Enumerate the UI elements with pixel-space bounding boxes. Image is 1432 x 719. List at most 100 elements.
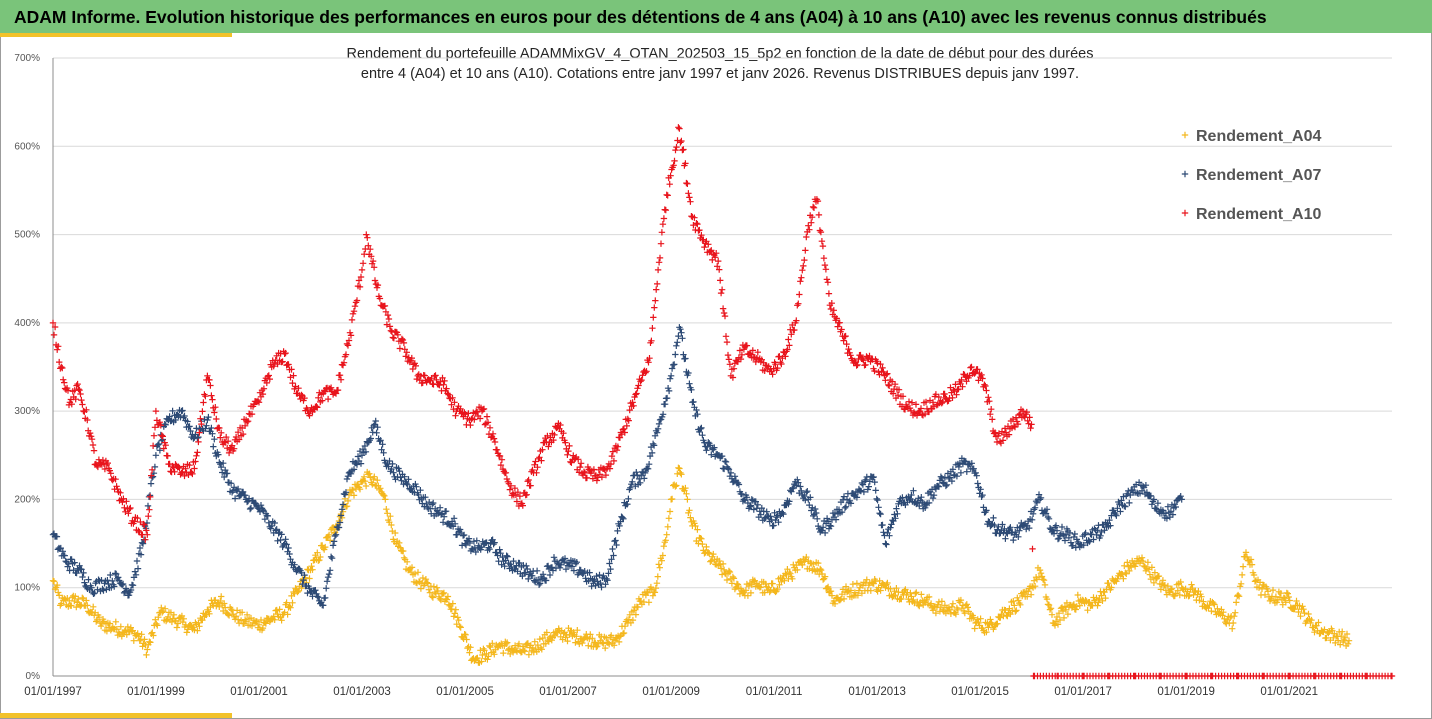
data-point <box>905 398 913 405</box>
data-point <box>939 479 947 486</box>
data-point <box>858 479 866 487</box>
data-point <box>414 569 422 576</box>
data-point <box>708 557 715 564</box>
data-point <box>781 577 788 584</box>
data-point <box>989 416 996 423</box>
data-point <box>1282 599 1289 606</box>
data-point <box>417 585 425 592</box>
data-point <box>314 593 321 600</box>
data-point <box>847 587 855 594</box>
data-point <box>415 491 422 499</box>
data-point <box>382 459 389 466</box>
data-point <box>1323 634 1330 642</box>
data-point <box>157 422 164 429</box>
data-point <box>497 461 505 469</box>
data-point <box>828 300 835 307</box>
data-point <box>675 124 682 131</box>
data-point <box>945 604 953 611</box>
data-point <box>208 392 215 399</box>
data-point <box>621 429 628 436</box>
data-point <box>780 510 787 518</box>
data-point <box>949 466 957 473</box>
data-point <box>195 438 202 446</box>
data-point <box>716 266 723 273</box>
data-point <box>399 336 407 344</box>
data-point <box>460 635 467 642</box>
data-point <box>816 227 824 234</box>
data-point <box>633 469 640 476</box>
data-point <box>359 260 367 267</box>
data-point <box>895 386 903 393</box>
data-point <box>314 549 321 556</box>
data-point <box>1264 588 1272 595</box>
data-point <box>474 654 481 662</box>
data-point <box>473 537 480 544</box>
data-point <box>146 506 153 513</box>
data-point <box>322 388 329 395</box>
data-point <box>525 476 532 484</box>
data-point <box>830 307 837 314</box>
data-point <box>1121 562 1128 569</box>
data-point <box>548 564 556 571</box>
data-point <box>523 491 530 498</box>
data-point <box>384 311 392 319</box>
data-point <box>1280 594 1287 601</box>
data-point <box>747 589 755 597</box>
data-point <box>954 606 962 613</box>
data-point <box>493 446 501 453</box>
data-point <box>139 643 146 650</box>
data-point <box>612 537 619 544</box>
data-point <box>888 521 895 528</box>
data-point <box>211 409 218 416</box>
data-point <box>271 616 278 623</box>
data-point <box>651 304 658 311</box>
data-point <box>730 365 738 372</box>
data-point <box>1151 569 1159 576</box>
data-point <box>685 190 692 197</box>
data-point <box>677 326 684 333</box>
data-point <box>1297 613 1304 620</box>
data-point <box>1016 527 1023 534</box>
data-point <box>374 424 381 431</box>
data-point <box>667 372 675 379</box>
data-point <box>840 595 848 603</box>
data-point <box>802 247 809 254</box>
data-point <box>1196 597 1203 604</box>
data-point <box>403 480 410 487</box>
data-point <box>180 615 187 622</box>
data-point <box>690 398 697 406</box>
data-point <box>1120 493 1127 500</box>
data-point <box>707 442 714 449</box>
data-point <box>105 580 112 588</box>
data-point <box>127 586 135 594</box>
data-point <box>150 432 158 439</box>
data-point <box>1286 597 1293 604</box>
data-point <box>1007 610 1014 618</box>
data-point <box>230 445 238 452</box>
data-point <box>849 581 857 588</box>
data-point <box>678 471 685 478</box>
data-point <box>587 631 594 638</box>
data-point <box>592 582 599 589</box>
data-point <box>672 146 679 154</box>
data-point <box>374 281 382 289</box>
data-point <box>825 290 833 297</box>
data-point <box>1007 524 1014 531</box>
data-point <box>174 620 182 627</box>
data-point <box>138 631 145 638</box>
data-point <box>216 459 223 466</box>
data-point <box>436 595 444 602</box>
data-point <box>498 561 505 568</box>
data-point <box>265 519 272 526</box>
data-point <box>1227 614 1234 621</box>
data-point <box>571 631 578 638</box>
data-point <box>462 411 469 418</box>
data-point <box>623 422 630 430</box>
data-point <box>778 360 785 368</box>
data-point <box>721 458 729 465</box>
data-point <box>842 332 849 340</box>
data-point <box>254 397 262 405</box>
data-point <box>828 592 836 599</box>
data-point <box>154 441 162 449</box>
data-point <box>1122 503 1129 510</box>
